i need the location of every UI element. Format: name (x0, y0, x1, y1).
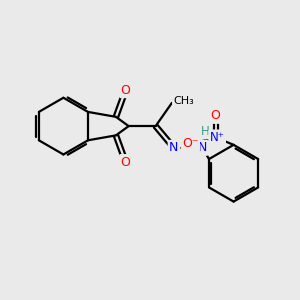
Text: O: O (121, 155, 130, 169)
Text: H: H (201, 125, 210, 138)
Text: CH₃: CH₃ (173, 96, 194, 106)
Text: O: O (211, 110, 220, 122)
Text: N: N (169, 141, 178, 154)
Text: N: N (197, 141, 207, 154)
Text: N⁺: N⁺ (210, 131, 225, 144)
Text: O⁻: O⁻ (182, 137, 199, 150)
Text: O: O (121, 84, 130, 97)
